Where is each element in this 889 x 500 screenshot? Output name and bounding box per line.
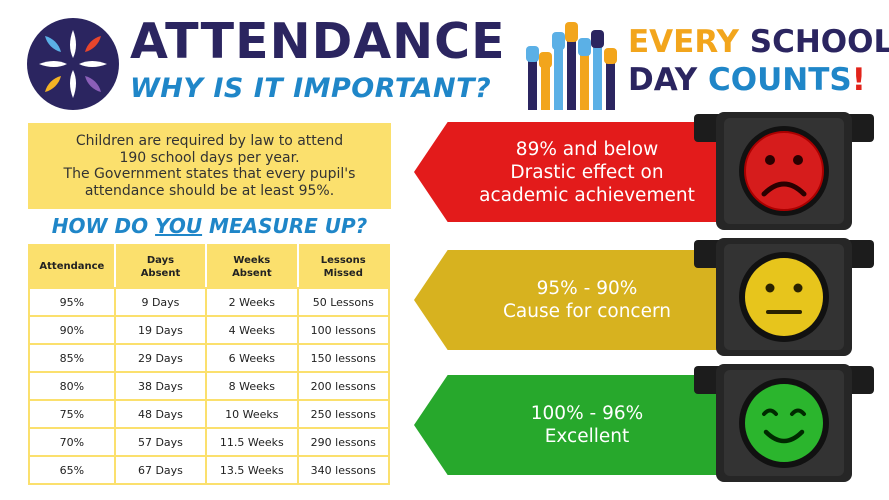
table-cell: 2 Weeks <box>205 287 299 317</box>
table-cell: 6 Weeks <box>205 343 299 373</box>
table-cell: 8 Weeks <box>205 371 299 401</box>
table-row: 85% 29 Days 6 Weeks 150 lessons <box>28 343 391 373</box>
traffic-light-green <box>694 364 874 482</box>
table-cell: 50 Lessons <box>296 287 391 317</box>
table-header-cell: Days Absent <box>113 244 208 289</box>
table-cell: 150 lessons <box>296 343 391 373</box>
campaign-line-1: EVERY SCHOOL <box>628 24 889 60</box>
band-line: Excellent <box>544 426 630 447</box>
table-cell: 57 Days <box>113 427 208 457</box>
table-row: 70% 57 Days 11.5 Weeks 290 lessons <box>28 427 391 457</box>
campaign-line-2: DAY COUNTS! <box>628 62 866 98</box>
attendance-table: Attendance Days Absent Weeks Absent Lesson… <box>28 244 391 485</box>
band-yellow-text: 95% - 90% Cause for concern <box>503 277 671 323</box>
table-cell: 9 Days <box>113 287 208 317</box>
info-line: Children are required by law to attend <box>75 133 344 149</box>
campaign-word-counts: COUNTS <box>708 62 852 98</box>
neutral-face-icon <box>765 283 803 314</box>
measure-text-you: YOU <box>155 214 203 238</box>
table-cell: 10 Weeks <box>205 399 299 429</box>
table-cell: 100 lessons <box>296 315 391 345</box>
band-line: 89% and below <box>515 138 659 160</box>
table-header-row: Attendance Days Absent Weeks Absent Lesson… <box>28 244 391 289</box>
table-cell: 290 lessons <box>296 427 391 457</box>
table-cell: 250 lessons <box>296 399 391 429</box>
table-cell: 75% <box>28 399 116 429</box>
campaign-word-day: DAY <box>628 62 698 98</box>
band-line: Cause for concern <box>503 301 671 322</box>
table-cell: 70% <box>28 427 116 457</box>
table-cell: 38 Days <box>113 371 208 401</box>
campaign-word-every: EVERY <box>628 24 739 60</box>
measure-text-before: HOW DO <box>51 214 156 238</box>
table-row: 80% 38 Days 8 Weeks 200 lessons <box>28 371 391 401</box>
table-cell: 67 Days <box>113 455 208 485</box>
table-cell: 48 Days <box>113 399 208 429</box>
band-red-arrow: 89% and below Drastic effect on academic… <box>414 122 720 222</box>
table-cell: 90% <box>28 315 116 345</box>
happy-face-icon <box>762 408 806 444</box>
info-line: attendance should be at least 95%. <box>84 182 335 199</box>
traffic-light-red <box>694 112 874 230</box>
info-line: 190 school days per year. <box>119 149 300 166</box>
measure-text-after: MEASURE UP? <box>202 214 368 238</box>
page-subtitle: WHY IS IT IMPORTANT? <box>130 73 492 104</box>
table-header-cell: Weeks Absent <box>205 244 299 289</box>
table-cell: 340 lessons <box>296 455 391 485</box>
band-line: 95% - 90% <box>536 278 638 299</box>
table-cell: 80% <box>28 371 116 401</box>
band-red-text: 89% and below Drastic effect on academic… <box>479 138 695 207</box>
table-cell: 29 Days <box>113 343 208 373</box>
page-title: ATTENDANCE <box>130 13 506 70</box>
band-green-arrow: 100% - 96% Excellent <box>414 375 720 475</box>
traffic-light-yellow <box>694 238 874 356</box>
measure-up-heading: HOW DO YOU MEASURE UP? <box>28 211 391 241</box>
band-line: Drastic effect on <box>510 161 664 183</box>
band-line: 100% - 96% <box>530 403 644 424</box>
band-green-text: 100% - 96% Excellent <box>531 402 643 448</box>
table-cell: 4 Weeks <box>205 315 299 345</box>
school-logo <box>27 18 119 110</box>
band-line: academic achievement <box>479 184 695 206</box>
band-yellow-arrow: 95% - 90% Cause for concern <box>414 250 720 350</box>
table-cell: 85% <box>28 343 116 373</box>
law-info-box: Children are required by law to attend 1… <box>28 123 391 209</box>
table-cell: 13.5 Weeks <box>205 455 299 485</box>
table-row: 90% 19 Days 4 Weeks 100 lessons <box>28 315 391 345</box>
table-cell: 19 Days <box>113 315 208 345</box>
table-header-cell: Lessons Missed <box>296 244 391 289</box>
raised-hands-icon <box>526 22 617 110</box>
table-header-cell: Attendance <box>28 244 116 289</box>
table-row: 95% 9 Days 2 Weeks 50 Lessons <box>28 287 391 317</box>
table-row: 65% 67 Days 13.5 Weeks 340 lessons <box>28 455 391 485</box>
info-line: The Government states that every pupil's <box>63 166 356 182</box>
table-cell: 95% <box>28 287 116 317</box>
sad-face-icon <box>761 155 807 197</box>
campaign-word-school: SCHOOL <box>749 24 889 60</box>
law-info-text: Children are required by law to attend 1… <box>42 133 377 199</box>
table-body: 95% 9 Days 2 Weeks 50 Lessons 90% 19 Days 4 We… <box>28 287 391 485</box>
table-row: 75% 48 Days 10 Weeks 250 lessons <box>28 399 391 429</box>
table-cell: 65% <box>28 455 116 485</box>
table-cell: 200 lessons <box>296 371 391 401</box>
campaign-exclamation: ! <box>851 62 866 98</box>
table-cell: 11.5 Weeks <box>205 427 299 457</box>
